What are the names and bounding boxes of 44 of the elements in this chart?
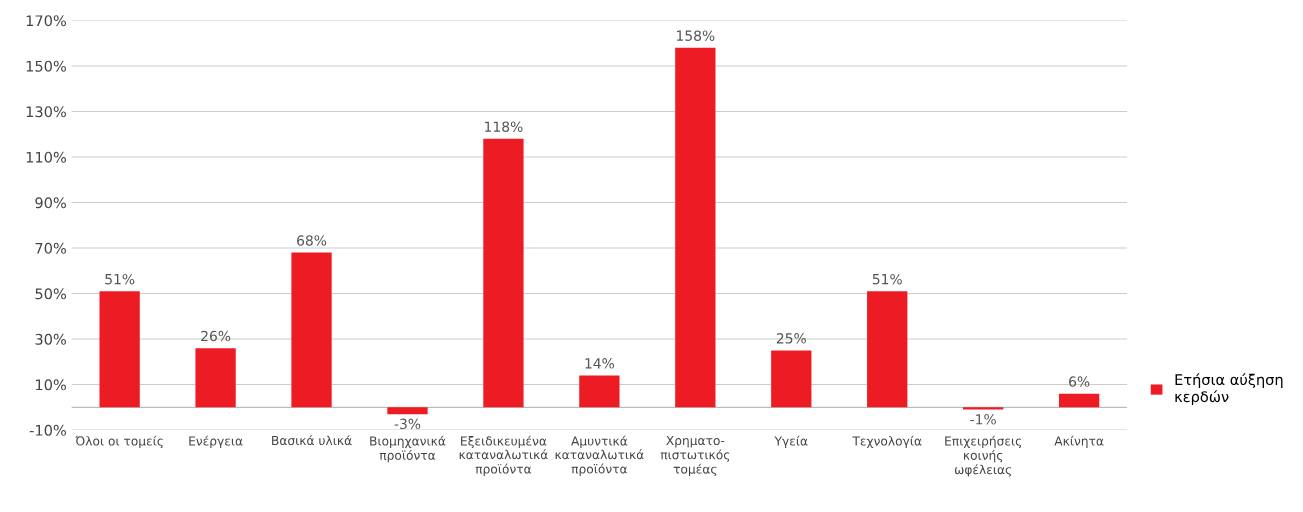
x-tick-label: Ακίνητα bbox=[1054, 435, 1104, 448]
y-tick-label: 30% bbox=[35, 333, 66, 345]
x-tick-label: Ενέργεια bbox=[189, 435, 243, 448]
x-tick-label: Χρηματο- πιστωτικός τομέας bbox=[660, 436, 730, 477]
y-tick-label: 130% bbox=[26, 106, 66, 118]
data-label: -1% bbox=[970, 414, 996, 425]
data-label: 158% bbox=[677, 30, 715, 41]
x-tick-label: Όλοι οι τομείς bbox=[75, 435, 163, 448]
data-label: -3% bbox=[394, 418, 421, 430]
data-label: 51% bbox=[872, 273, 902, 285]
data-label: 6% bbox=[1069, 376, 1090, 387]
bar bbox=[291, 252, 332, 408]
y-tick-label: 170% bbox=[26, 15, 66, 27]
bar bbox=[1058, 393, 1100, 408]
bar bbox=[195, 348, 236, 408]
y-tick-label: 150% bbox=[26, 60, 66, 72]
data-label: 68% bbox=[297, 235, 327, 246]
y-tick-label: -10% bbox=[29, 424, 66, 436]
legend-label: Ετήσια αύξηση κερδών bbox=[1175, 373, 1283, 405]
bar bbox=[771, 350, 812, 408]
x-tick-label: Επιχειρήσεις κοινής ωφέλειας bbox=[945, 435, 1022, 477]
y-tick-label: 10% bbox=[35, 379, 66, 391]
bar bbox=[483, 138, 524, 408]
data-label: 26% bbox=[201, 330, 231, 342]
x-tick-label: Αμυντικά καταναλωτικά προϊόντα bbox=[555, 435, 644, 476]
y-tick-label: 70% bbox=[35, 242, 66, 254]
y-tick-label: 110% bbox=[26, 151, 66, 163]
bar bbox=[867, 291, 908, 408]
bar bbox=[387, 407, 428, 415]
data-label: 25% bbox=[776, 333, 806, 344]
bar bbox=[99, 291, 140, 408]
data-label: 51% bbox=[105, 273, 135, 285]
bar bbox=[579, 375, 620, 408]
x-tick-label: Εξειδικευμένα καταναλωτικά προϊόντα bbox=[459, 435, 548, 476]
x-tick-label: Τεχνολογία bbox=[852, 435, 922, 448]
x-tick-label: Βιομηχανικά προϊόντα bbox=[370, 435, 446, 463]
x-tick-label: Υγεία bbox=[774, 435, 808, 448]
x-tick-label: Βασικά υλικά bbox=[272, 435, 352, 446]
data-label: 14% bbox=[585, 358, 615, 369]
bar bbox=[963, 407, 1004, 410]
bar bbox=[675, 47, 716, 408]
y-tick-label: 50% bbox=[35, 288, 66, 300]
data-label: 118% bbox=[485, 121, 523, 132]
y-tick-label: 90% bbox=[35, 197, 66, 209]
